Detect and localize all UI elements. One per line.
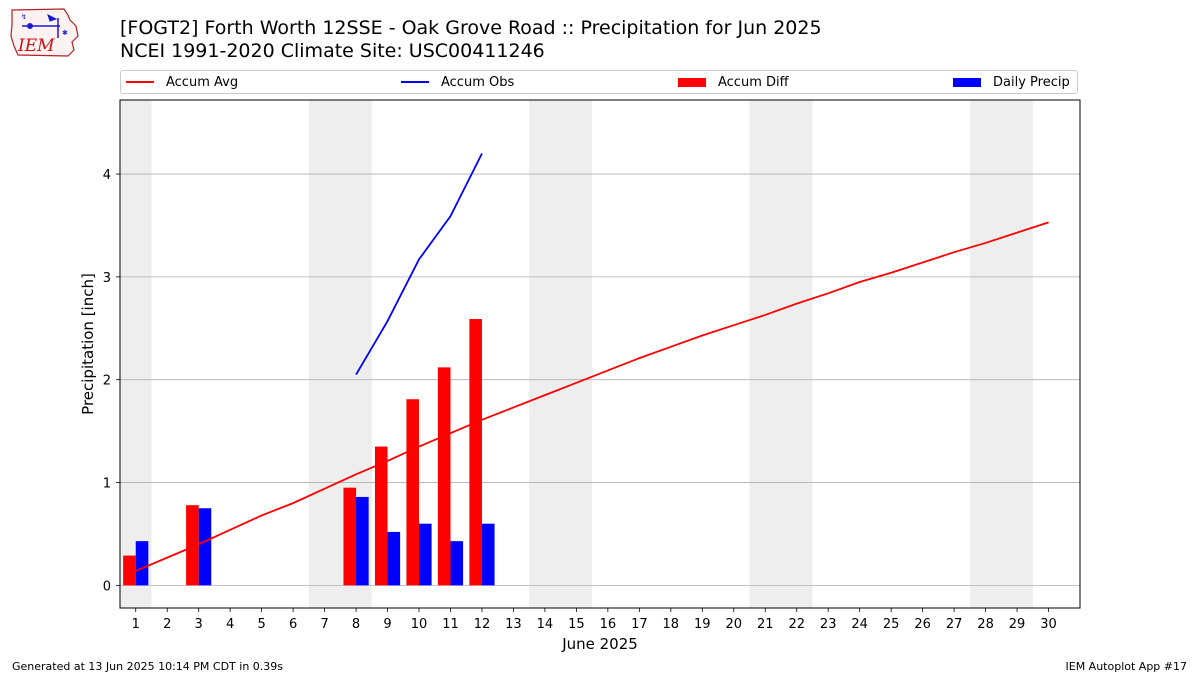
x-tick-label: 13	[505, 617, 522, 632]
accum-diff-bar	[343, 487, 357, 586]
accum-diff-bar	[186, 505, 199, 586]
x-tick-label: 15	[568, 617, 585, 632]
legend-swatch-accum-avg	[126, 81, 154, 83]
weekend-shade-3	[529, 100, 593, 608]
daily-precip-bar	[481, 523, 495, 586]
accum-avg-line	[135, 221, 1049, 572]
weather-station-icon: ↯ ✱	[21, 13, 68, 38]
iowa-outline-shape	[10, 8, 79, 57]
chart-title: [FOGT2] Forth Worth 12SSE - Oak Grove Ro…	[120, 17, 822, 39]
svg-text:↯: ↯	[21, 13, 27, 21]
daily-precip-bar	[135, 541, 149, 586]
accum-diff-bar	[374, 446, 388, 586]
x-tick-label: 19	[694, 617, 711, 632]
x-tick-label: 18	[663, 617, 680, 632]
legend-label-accum-diff: Accum Diff	[718, 74, 789, 90]
logo-text: IEM	[17, 36, 55, 56]
accum-diff-bar	[406, 399, 420, 586]
legend-label-accum-obs: Accum Obs	[441, 74, 515, 90]
legend-swatch-accum-diff	[678, 77, 706, 87]
x-tick-label: 2	[163, 617, 171, 632]
x-tick-label: 16	[600, 617, 617, 632]
legend-swatch-accum-obs	[401, 81, 429, 83]
legend-item-accum-diff: Accum Diff	[678, 71, 789, 93]
x-tick-label: 10	[411, 617, 428, 632]
legend-item-accum-avg: Accum Avg	[126, 71, 238, 93]
legend-item-daily-precip: Daily Precip	[953, 71, 1070, 93]
x-tick-label: 28	[977, 617, 994, 632]
x-tick-label: 1	[132, 617, 140, 632]
chart-subtitle: NCEI 1991-2020 Climate Site: USC00411246	[120, 40, 545, 62]
legend: Accum Avg Accum Obs Accum Diff Daily Pre…	[120, 70, 1078, 94]
weekend-shade-4	[749, 100, 813, 608]
x-tick-label: 20	[725, 617, 742, 632]
accum-diff-bar	[123, 555, 136, 586]
weekend-shade-1	[120, 100, 152, 608]
x-tick-label: 6	[289, 617, 297, 632]
x-tick-label: 9	[383, 617, 391, 632]
x-tick-label: 23	[820, 617, 837, 632]
y-tick-label: 4	[103, 168, 111, 183]
x-tick-label: 14	[537, 617, 554, 632]
daily-precip-bar	[419, 523, 432, 586]
generated-timestamp: Generated at 13 Jun 2025 10:14 PM CDT in…	[12, 660, 284, 673]
accum-diff-bar	[437, 367, 451, 586]
x-tick-label: 25	[883, 617, 900, 632]
x-tick-label: 11	[442, 617, 459, 632]
legend-label-accum-avg: Accum Avg	[166, 74, 239, 90]
accum-obs-line	[355, 153, 483, 376]
x-tick-label: 24	[851, 617, 868, 632]
weekend-shade-5	[969, 100, 1033, 608]
x-tick-label: 30	[1040, 617, 1057, 632]
app-credit: IEM Autoplot App #17	[1065, 660, 1188, 673]
x-tick-label: 12	[474, 617, 491, 632]
plot-frame	[119, 99, 1081, 609]
x-axis-label: June 2025	[561, 635, 638, 653]
x-tick-label: 8	[352, 617, 360, 632]
x-tick-label: 29	[1009, 617, 1026, 632]
svg-text:✱: ✱	[62, 29, 68, 37]
legend-label-daily-precip: Daily Precip	[993, 74, 1070, 90]
daily-precip-bar	[356, 496, 369, 586]
iem-logo: ↯ ✱ IEM	[10, 8, 79, 57]
x-tick-label: 17	[631, 617, 648, 632]
y-axis-label: Precipitation [inch]	[79, 273, 97, 415]
legend-swatch-daily-precip	[953, 77, 981, 87]
daily-precip-bar	[387, 531, 401, 586]
x-tick-label: 21	[757, 617, 774, 632]
legend-item-accum-obs: Accum Obs	[401, 71, 514, 93]
x-tick-label: 7	[320, 617, 328, 632]
x-tick-label: 5	[257, 617, 265, 632]
accum-diff-bar	[469, 319, 482, 586]
y-tick-label: 2	[103, 374, 111, 389]
daily-precip-bar	[198, 508, 212, 586]
x-tick-label: 3	[195, 617, 203, 632]
x-tick-label: 22	[788, 617, 805, 632]
y-tick-label: 0	[103, 579, 111, 594]
x-tick-label: 4	[226, 617, 234, 632]
daily-precip-bar	[450, 541, 464, 586]
x-tick-label: 27	[946, 617, 963, 632]
y-tick-label: 1	[103, 477, 111, 492]
y-tick-label: 3	[103, 271, 111, 286]
x-tick-label: 26	[914, 617, 931, 632]
